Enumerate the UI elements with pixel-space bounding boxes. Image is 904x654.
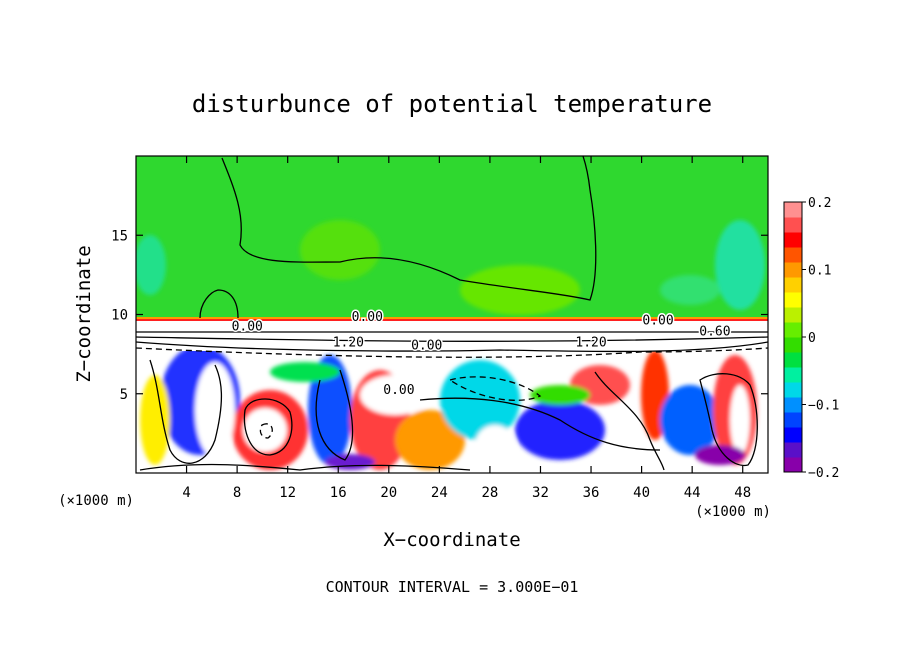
y-axis: 5 10 15 <box>111 228 768 403</box>
field-patches <box>136 220 765 470</box>
contour-label: 1.20 <box>575 335 606 350</box>
field-patch <box>605 441 655 469</box>
colorbar-tick-label: −0.1 <box>808 399 839 414</box>
field-patch <box>475 425 515 465</box>
field-patch <box>660 275 720 305</box>
contour-line-dashed <box>448 376 542 401</box>
band-stripe-red <box>136 319 768 321</box>
field-patch <box>730 385 750 455</box>
contour-interval-note: CONTOUR INTERVAL = 3.000E−01 <box>326 578 579 596</box>
colorbar-swatch <box>784 247 802 263</box>
contour-line <box>699 373 758 467</box>
contour-label: 0.60 <box>699 324 730 339</box>
contour-line <box>243 398 293 456</box>
colorbar-swatch <box>784 382 802 398</box>
band-stripe-white <box>136 321 768 351</box>
chart-title: disturbunce of potential temperature <box>192 90 712 118</box>
field-patch <box>270 362 340 382</box>
field-patch <box>715 220 765 310</box>
x-tick-label: 44 <box>684 485 701 501</box>
contour-line-zero <box>221 156 597 301</box>
colorbar-swatch <box>784 457 802 473</box>
x-tick-label: 24 <box>431 485 448 501</box>
field-patch <box>395 410 465 470</box>
colorbar-swatch <box>784 337 802 353</box>
y-tick-label: 5 <box>120 387 128 403</box>
colorbar-swatch <box>784 232 802 248</box>
contour-label: 0.00 <box>411 339 442 354</box>
x-tick-label: 36 <box>583 485 600 501</box>
x-tick-label: 16 <box>330 485 347 501</box>
contour-label: 1.20 <box>333 335 364 350</box>
colorbar-swatch <box>784 292 802 308</box>
x-unit-label-right: (×1000 m) <box>695 504 771 520</box>
x-axis-label: X−coordinate <box>383 529 520 551</box>
x-tick-label: 40 <box>633 485 650 501</box>
contour-lines <box>136 156 768 471</box>
y-tick-label: 10 <box>111 308 128 324</box>
contour-line <box>139 463 471 471</box>
colorbar-swatch <box>784 442 802 458</box>
band-stripe-orange <box>136 317 768 319</box>
y-tick-label: 15 <box>111 228 128 244</box>
plot-area: 0.00 0.00 0.00 0.00 1.20 1.20 0.00 0.60 <box>136 156 768 473</box>
x-axis: 4 8 12 16 20 24 28 32 36 40 44 48 <box>182 156 751 501</box>
x-tick-label: 48 <box>734 485 751 501</box>
contour-label: 0.00 <box>642 313 673 328</box>
field-patch <box>300 220 380 280</box>
inversion-band <box>136 317 768 351</box>
x-tick-label: 20 <box>380 485 397 501</box>
field-patch <box>360 375 430 415</box>
contour-line <box>136 336 768 342</box>
field-patch <box>325 454 375 470</box>
contour-line <box>149 359 223 464</box>
colorbar-tick-label: −0.2 <box>808 466 839 481</box>
contour-label: 0.00 <box>232 320 263 335</box>
colorbar-swatch <box>784 202 802 218</box>
colorbar-swatch <box>784 397 802 413</box>
x-tick-label: 28 <box>481 485 498 501</box>
colorbar-tick-label: 0 <box>808 331 816 346</box>
contour-line-zero <box>199 289 239 319</box>
contour-line <box>594 371 665 471</box>
contour-label: 0.00 <box>352 310 383 325</box>
x-tick-label: 4 <box>182 485 190 501</box>
colorbar-swatch <box>784 352 802 368</box>
colorbar-tick-label: 0.1 <box>808 264 831 279</box>
contour-line <box>136 341 768 353</box>
field-patch <box>660 385 720 455</box>
field-patch <box>140 375 170 465</box>
y-axis-label: Z−coordinate <box>73 245 95 382</box>
field-patch <box>695 445 745 465</box>
colorbar-swatch <box>784 322 802 338</box>
contour-label: 0.00 <box>383 383 414 398</box>
colorbar-swatch <box>784 262 802 278</box>
colorbar-swatch <box>784 277 802 293</box>
field-patch <box>136 235 166 295</box>
x-tick-label: 8 <box>233 485 241 501</box>
contour-line-dashed <box>136 347 768 358</box>
x-unit-label-left: (×1000 m) <box>58 493 134 509</box>
x-tick-label: 32 <box>532 485 549 501</box>
colorbar-swatch <box>784 427 802 443</box>
colorbar-swatch <box>784 307 802 323</box>
colorbar-swatch <box>784 412 802 428</box>
x-tick-label: 12 <box>279 485 296 501</box>
field-patch <box>195 362 235 458</box>
colorbar: 0.2 0.1 0 −0.1 −0.2 <box>783 196 839 481</box>
contour-labels: 0.00 0.00 0.00 0.00 1.20 1.20 0.00 0.60 <box>230 309 732 400</box>
field-patch <box>243 408 287 452</box>
field-patch <box>530 385 590 405</box>
field-patch <box>515 400 605 460</box>
colorbar-swatch <box>784 367 802 383</box>
field-patch <box>440 360 520 440</box>
contour-line-dashed <box>259 423 273 439</box>
contour-line <box>419 397 661 451</box>
colorbar-swatch <box>784 217 802 233</box>
field-patch <box>460 265 580 315</box>
contour-line <box>315 369 354 461</box>
colorbar-tick-label: 0.2 <box>808 196 831 211</box>
